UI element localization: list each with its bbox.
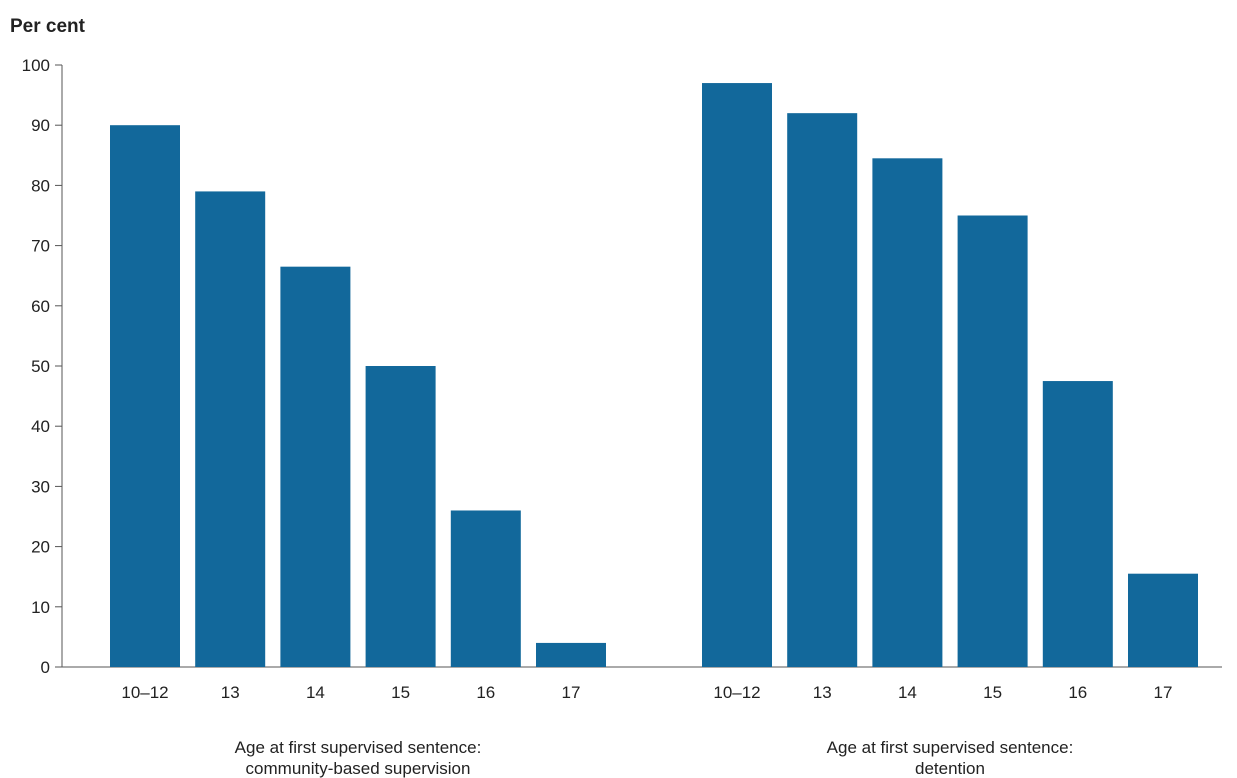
- group-label: Age at first supervised sentence:: [235, 738, 482, 757]
- bar: [1128, 573, 1198, 667]
- x-tick-label: 10–12: [713, 683, 760, 702]
- bars: [110, 83, 1198, 668]
- y-tick-label: 20: [31, 538, 50, 557]
- bar: [365, 366, 436, 667]
- y-tick-label: 0: [41, 658, 50, 677]
- labels: 0 10 20 30 40 50 60 70 80 90 100 10–12 13 14 15 16 17 Age…: [22, 56, 1173, 778]
- y-axis-label: Per cent: [10, 16, 86, 37]
- x-tick-label: 16: [476, 683, 495, 702]
- group-label: Age at first supervised sentence:: [827, 738, 1074, 757]
- bar: [702, 83, 772, 667]
- x-tick-label: 16: [1068, 683, 1087, 702]
- x-tick-label: 13: [221, 683, 240, 702]
- x-tick-label: 17: [1154, 683, 1173, 702]
- y-tick-label: 30: [31, 477, 50, 496]
- bar: [450, 510, 521, 667]
- y-tick-label: 40: [31, 417, 50, 436]
- bar: [536, 642, 606, 667]
- bar: [957, 215, 1028, 667]
- y-tick-label: 70: [31, 237, 50, 256]
- y-tick-label: 10: [31, 598, 50, 617]
- x-tick-label: 13: [813, 683, 832, 702]
- bar: [110, 125, 180, 667]
- x-tick-label: 14: [898, 683, 917, 702]
- bar: [280, 266, 351, 667]
- group-label: community-based supervision: [246, 759, 471, 778]
- x-tick-label: 14: [306, 683, 325, 702]
- y-tick-label: 90: [31, 116, 50, 135]
- x-tick-label: 10–12: [121, 683, 168, 702]
- group-label: detention: [915, 759, 985, 778]
- y-tick-label: 50: [31, 357, 50, 376]
- y-tick-label: 80: [31, 176, 50, 195]
- bar: [872, 158, 943, 667]
- y-tick-label: 100: [22, 56, 50, 75]
- x-tick-label: 15: [983, 683, 1002, 702]
- bar: [1042, 381, 1113, 667]
- bar: [195, 191, 266, 668]
- bar: [787, 113, 858, 667]
- x-tick-label: 15: [391, 683, 410, 702]
- y-tick-label: 60: [31, 297, 50, 316]
- x-tick-label: 17: [562, 683, 581, 702]
